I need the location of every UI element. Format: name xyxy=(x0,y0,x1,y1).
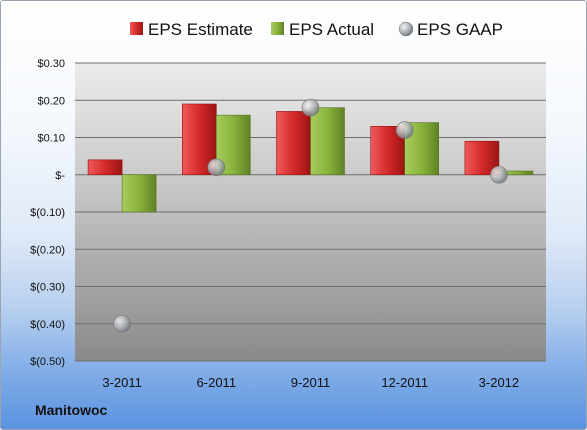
y-tick-label: $(0.10) xyxy=(30,207,65,219)
company-name: Manitowoc xyxy=(35,402,108,418)
gaap-legend-swatch xyxy=(398,21,414,37)
gaap-points xyxy=(113,98,508,333)
x-tick-label: 3-2012 xyxy=(479,375,519,390)
eps-gaap-point xyxy=(490,165,508,184)
eps-actual-bar xyxy=(310,107,345,176)
x-tick-label: 3-2011 xyxy=(102,375,142,390)
eps-estimate-bar xyxy=(276,111,311,176)
x-tick-label: 6-2011 xyxy=(197,375,237,390)
y-tick-label: $(0.50) xyxy=(30,356,65,368)
y-tick-label: $0.20 xyxy=(37,95,65,107)
x-tick-label: 12-2011 xyxy=(381,375,428,390)
x-tick-label: 9-2011 xyxy=(291,375,331,390)
y-tick-label: $0.30 xyxy=(37,58,65,70)
eps-gaap-point xyxy=(301,98,320,117)
y-tick-label: $- xyxy=(55,170,65,182)
eps-actual-bar xyxy=(121,174,157,213)
eps-gaap-point xyxy=(113,314,131,333)
y-tick-label: $0.10 xyxy=(37,133,65,145)
legend-label: EPS GAAP xyxy=(417,20,503,39)
legend: EPS Estimate EPS Actual EPS GAAP xyxy=(130,20,503,39)
y-tick-label: $(0.40) xyxy=(30,319,65,331)
x-axis: 3-2011 6-2011 9-2011 12-2011 3-2012 xyxy=(102,375,519,390)
eps-gaap-point xyxy=(207,158,226,177)
y-tick-label: $(0.30) xyxy=(30,282,65,294)
eps-estimate-bar xyxy=(87,159,123,176)
legend-label: EPS Estimate xyxy=(148,20,253,39)
legend-label: EPS Actual xyxy=(289,20,374,39)
y-axis: $0.30 $0.20 $0.10 $- $(0.10) $(0.20) $(0.30) $(… xyxy=(30,58,65,368)
eps-gaap-point xyxy=(395,121,414,139)
y-tick-label: $(0.20) xyxy=(30,244,65,256)
estimate-legend-swatch xyxy=(130,22,143,35)
actual-legend-swatch xyxy=(271,22,284,35)
